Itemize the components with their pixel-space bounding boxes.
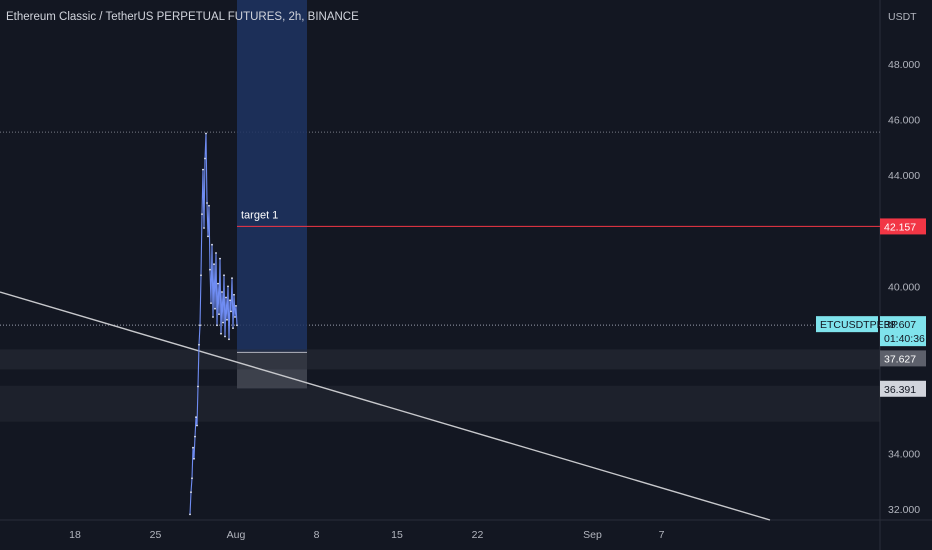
price-point-14 <box>203 227 205 229</box>
symbol-badge: ETCUSDTPERP <box>816 316 898 333</box>
price-point-22 <box>211 243 213 246</box>
price-point-40 <box>229 299 231 302</box>
price-point-47 <box>236 324 238 327</box>
price-point-17 <box>206 202 208 204</box>
x-tick-label-1: 25 <box>150 529 162 541</box>
price-point-10 <box>199 324 201 327</box>
lower-price-badge-bg <box>880 380 926 397</box>
price-point-9 <box>198 343 200 346</box>
stop-price-badge-bg <box>880 350 926 367</box>
price-point-12 <box>201 213 203 216</box>
price-point-38 <box>227 285 229 288</box>
x-tick-label-0: 18 <box>69 529 81 541</box>
price-point-42 <box>231 277 233 279</box>
price-point-6 <box>195 416 197 418</box>
price-point-24 <box>213 263 215 266</box>
price-point-19 <box>208 204 210 207</box>
price-point-43 <box>232 327 234 329</box>
price-point-28 <box>217 282 219 285</box>
y-tick-label-1: 46.000 <box>888 115 920 127</box>
target-price-badge: 42.157 <box>880 218 926 235</box>
chart-title: Ethereum Classic / TetherUS PERPETUAL FU… <box>6 11 359 23</box>
current-price-badge: 38.607 01:40:36 <box>880 316 926 347</box>
symbol-badge-bg <box>816 316 878 333</box>
quote-unit-label: USDT <box>888 11 917 23</box>
price-point-4 <box>193 457 195 460</box>
price-point-8 <box>197 385 199 388</box>
price-series <box>189 132 238 516</box>
y-tick-label-0: 48.000 <box>888 59 920 71</box>
price-point-36 <box>225 296 227 299</box>
price-point-15 <box>204 157 206 160</box>
target-label: target 1 <box>241 209 278 221</box>
lower-price-badge-text: 36.391 <box>884 384 916 396</box>
price-point-37 <box>226 318 228 321</box>
x-tick-label-3: 8 <box>314 529 320 541</box>
price-point-18 <box>207 235 209 238</box>
price-point-29 <box>218 313 220 316</box>
x-tick-label-5: 22 <box>472 529 484 541</box>
price-point-1 <box>190 491 192 494</box>
x-axis: 18 25 Aug 8 15 22 Sep 7 <box>69 529 664 541</box>
current-price-badge-bg <box>880 316 926 347</box>
y-tick-label-2: 44.000 <box>888 170 920 182</box>
price-point-26 <box>215 252 217 254</box>
price-point-2 <box>191 477 193 480</box>
y-tick-label-3: 40.000 <box>888 281 920 293</box>
profit-zone <box>237 0 307 353</box>
price-point-16 <box>205 132 207 135</box>
price-point-30 <box>219 257 221 260</box>
price-point-32 <box>221 291 223 293</box>
price-point-20 <box>209 268 211 271</box>
price-point-27 <box>216 324 218 327</box>
x-tick-label-6: Sep <box>583 529 602 541</box>
price-point-25 <box>214 307 216 310</box>
price-point-5 <box>194 435 196 438</box>
price-point-21 <box>210 302 212 304</box>
price-point-46 <box>235 305 237 307</box>
price-line <box>189 133 238 515</box>
price-point-3 <box>192 446 194 449</box>
price-point-13 <box>202 168 204 171</box>
price-point-35 <box>224 335 226 338</box>
symbol-badge-text: ETCUSDTPERP <box>820 319 898 331</box>
trendline <box>0 291 771 521</box>
price-point-39 <box>228 338 230 341</box>
price-point-34 <box>223 274 225 277</box>
price-point-31 <box>220 332 222 335</box>
stop-price-badge-text: 37.627 <box>884 353 916 365</box>
price-point-41 <box>230 310 232 313</box>
price-point-44 <box>233 293 235 296</box>
x-tick-label-4: 15 <box>391 529 403 541</box>
price-point-33 <box>222 321 224 324</box>
y-tick-label-5: 34.000 <box>888 448 920 460</box>
y-axis: USDT48.00046.00044.00040.00038.00034.000… <box>888 11 920 516</box>
x-tick-label-7: 7 <box>659 529 665 541</box>
y-tick-label-6: 32.000 <box>888 504 920 516</box>
stop-band <box>0 349 880 370</box>
target-price-badge-bg <box>880 218 926 235</box>
price-point-45 <box>234 316 236 318</box>
current-price-text: 38.607 <box>884 319 916 331</box>
target-price-badge-text: 42.157 <box>884 221 916 233</box>
price-point-11 <box>200 274 202 277</box>
countdown-text: 01:40:36 <box>884 333 925 345</box>
stop-price-badge: 37.627 <box>880 350 926 367</box>
price-point-23 <box>212 316 214 318</box>
x-tick-label-2: Aug <box>227 529 246 541</box>
support-zone <box>0 385 880 422</box>
lower-price-badge: 36.391 <box>880 380 926 397</box>
price-point-7 <box>196 424 198 427</box>
price-point-0 <box>189 513 191 516</box>
